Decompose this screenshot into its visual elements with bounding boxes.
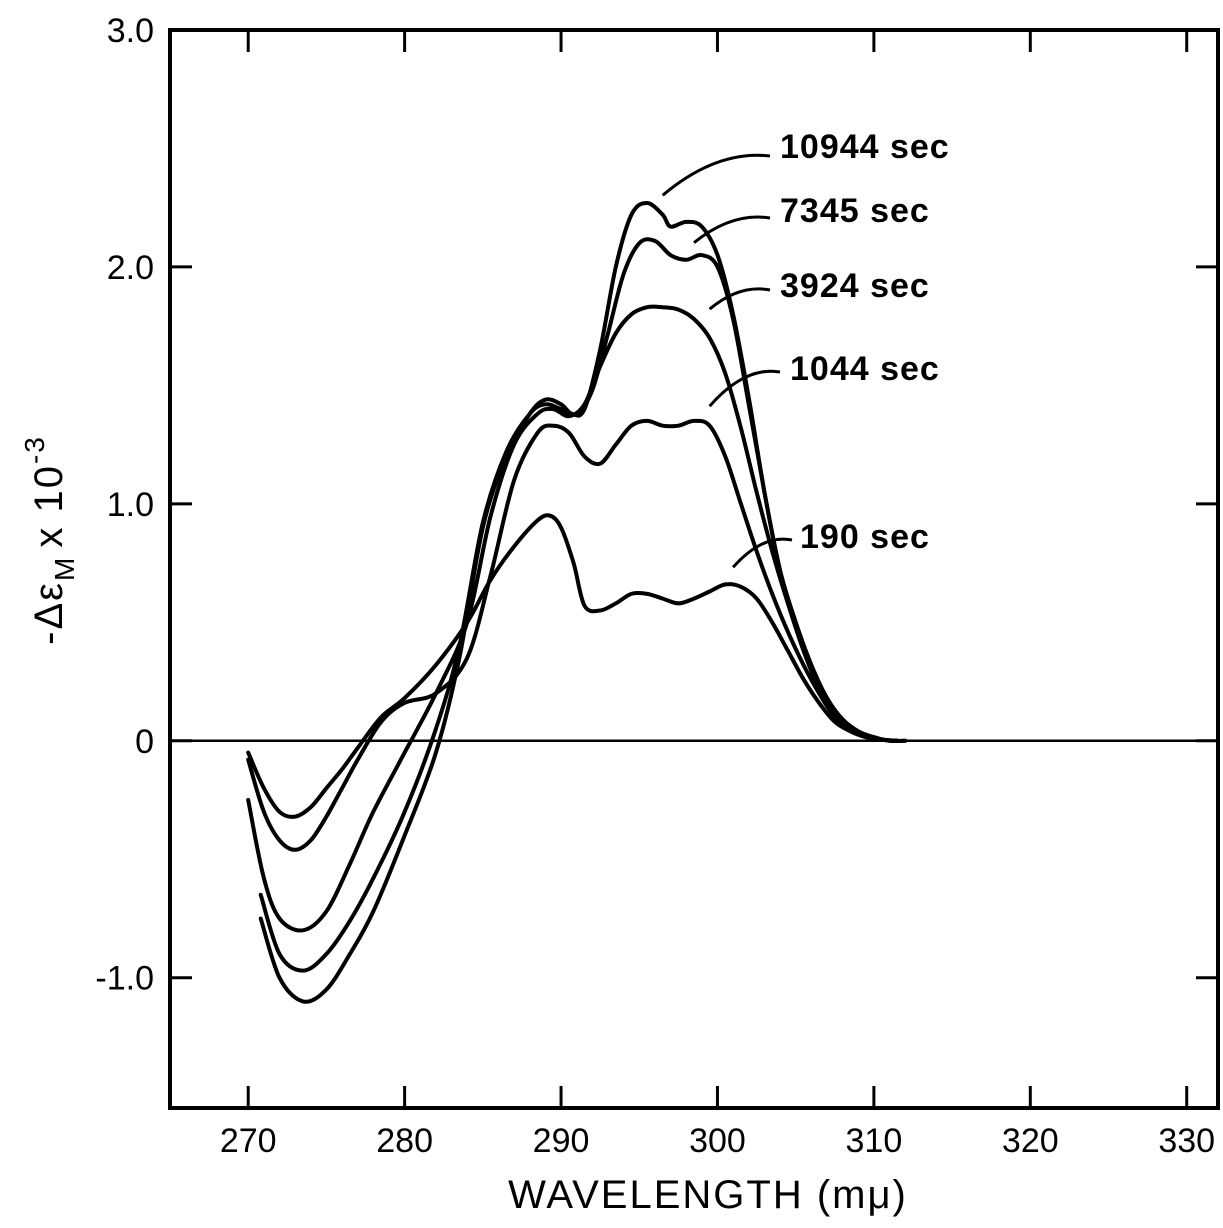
series-annotations: 10944 sec 7345 sec 3924 sec 1044 sec 190 sec <box>661 128 950 569</box>
x-axis-title: WAVELENGTH (mμ) <box>508 1173 908 1217</box>
axes: 270 280 290 300 310 320 330 -1.0 0 1.0 2.0 3.0 <box>95 12 1220 1160</box>
series-lines <box>246 201 908 1004</box>
x-tick-label: 280 <box>376 1122 433 1160</box>
y-tick-label: 3.0 <box>107 12 154 50</box>
annotation-leader <box>731 537 793 569</box>
y-axis-title-main: -Δε <box>27 581 71 645</box>
x-tick-label: 330 <box>1158 1122 1215 1160</box>
plot-frame <box>168 28 1220 1110</box>
series-label: 3924 sec <box>780 267 930 305</box>
y-tick-label: -1.0 <box>95 960 154 998</box>
x-tick-label: 320 <box>1002 1122 1059 1160</box>
series-line-3924-sec <box>246 304 900 933</box>
x-tick-label: 300 <box>689 1122 746 1160</box>
svg-text:-ΔεMx 10-3: -ΔεMx 10-3 <box>19 435 80 645</box>
y-axis-title-subscript: M <box>49 556 80 581</box>
series-line-1044-sec <box>246 418 900 852</box>
series-line-190-sec <box>246 513 900 819</box>
series-label: 1044 sec <box>790 350 940 388</box>
y-axis-title-exponent: -3 <box>19 435 50 464</box>
series-label: 10944 sec <box>780 128 950 166</box>
x-tick-label: 270 <box>220 1122 277 1160</box>
annotation-leader <box>661 153 771 197</box>
annotation-leader <box>708 287 771 311</box>
y-axis-title-factor: x 10 <box>27 464 71 548</box>
annotation-leader <box>693 215 771 244</box>
series-label: 190 sec <box>800 518 930 556</box>
y-tick-label: 0 <box>135 723 154 761</box>
x-tick-label: 310 <box>846 1122 903 1160</box>
series-label: 7345 sec <box>780 192 930 230</box>
annotation-leader <box>708 369 781 408</box>
y-tick-label: 2.0 <box>107 249 154 287</box>
y-tick-label: 1.0 <box>107 486 154 524</box>
series-line-7345-sec <box>258 237 908 973</box>
y-axis-title: -ΔεMx 10-3 <box>19 435 80 645</box>
x-tick-label: 290 <box>533 1122 590 1160</box>
